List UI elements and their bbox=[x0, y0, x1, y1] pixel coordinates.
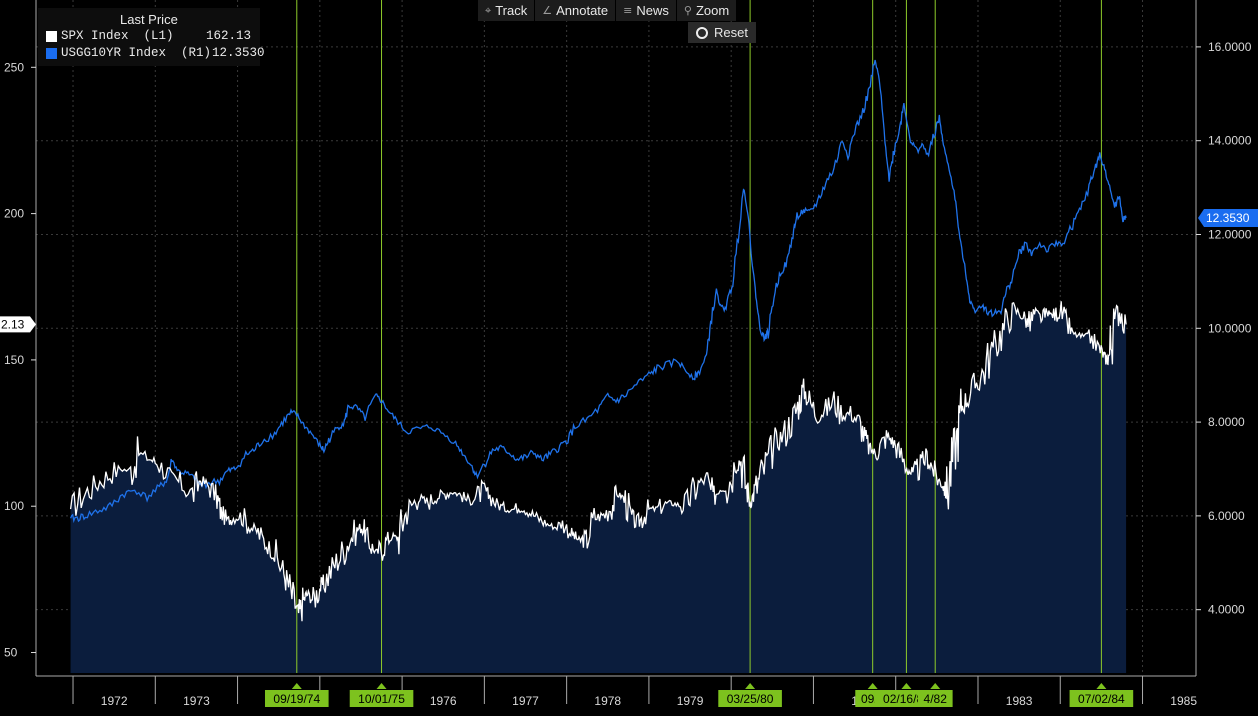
x-tick-label: 1 bbox=[851, 694, 858, 708]
event-badge-label: 10/01/75 bbox=[358, 692, 405, 706]
right-tick-label: 12.0000 bbox=[1208, 227, 1252, 241]
event-badge-arrow bbox=[291, 683, 302, 689]
event-badge[interactable]: 09/19/74 bbox=[264, 683, 329, 707]
radio-icon bbox=[696, 26, 708, 39]
spx-last-tag bbox=[0, 316, 36, 333]
spx-area bbox=[70, 301, 1127, 673]
zoom-button[interactable]: ⚲ Zoom bbox=[676, 0, 738, 21]
event-badge[interactable]: 10/01/75 bbox=[349, 683, 414, 707]
x-tick-label: 1977 bbox=[512, 694, 539, 708]
legend-value-yield: 12.3530 bbox=[212, 46, 265, 60]
event-badge-box bbox=[349, 690, 414, 707]
pencil-icon: ∠ bbox=[542, 4, 553, 17]
legend-item-spx[interactable]: SPX Index (L1) bbox=[46, 29, 174, 43]
right-tick-label: 8.0000 bbox=[1208, 415, 1245, 429]
spx-last-value: 2.13 bbox=[1, 317, 25, 331]
spx-area-fill bbox=[70, 301, 1127, 673]
event-badge-box bbox=[1069, 690, 1134, 707]
event-badge[interactable]: 4/82 bbox=[917, 683, 953, 707]
reset-label: Reset bbox=[714, 25, 748, 40]
event-badge-arrow bbox=[901, 683, 912, 689]
chart-toolbar: ⌖ Track ∠ Annotate ≡ News ⚲ Zoom bbox=[478, 0, 738, 21]
right-tick-label: 10.0000 bbox=[1208, 321, 1252, 335]
event-badge-label: 03/25/80 bbox=[727, 692, 774, 706]
left-tick-label: 150 bbox=[4, 353, 24, 367]
x-axis-band bbox=[0, 674, 1258, 716]
right-tick-label: 16.0000 bbox=[1208, 40, 1252, 54]
yield-last-tag bbox=[1198, 208, 1258, 227]
legend-item-yield[interactable]: USGG10YR Index (R1) bbox=[46, 46, 211, 60]
event-badge-label: 09/19/74 bbox=[273, 692, 320, 706]
news-button[interactable]: ≡ News bbox=[616, 0, 677, 21]
event-badge-box bbox=[264, 690, 329, 707]
track-button[interactable]: ⌖ Track bbox=[478, 0, 536, 21]
left-tick-label: 100 bbox=[4, 499, 24, 513]
annotate-button[interactable]: ∠ Annotate bbox=[535, 0, 617, 21]
left-tick-label: 200 bbox=[4, 207, 24, 221]
x-tick-label: 1972 bbox=[101, 694, 128, 708]
right-tick-label: 14.0000 bbox=[1208, 134, 1252, 148]
event-badge-arrow bbox=[376, 683, 387, 689]
news-label: News bbox=[636, 3, 669, 18]
event-lines bbox=[296, 0, 1102, 673]
event-badge-arrow bbox=[745, 683, 756, 689]
yield-series bbox=[70, 59, 1127, 524]
left-tick-label: 250 bbox=[4, 60, 24, 74]
track-label: Track bbox=[495, 3, 528, 18]
right-tick-label: 4.0000 bbox=[1208, 603, 1245, 617]
spx-line bbox=[69, 301, 1127, 622]
event-badge[interactable]: 03/25/80 bbox=[718, 683, 782, 707]
event-badge-box bbox=[917, 690, 953, 707]
reset-button[interactable]: Reset bbox=[688, 22, 756, 43]
legend-title: Last Price bbox=[120, 12, 178, 27]
legend-swatch-spx bbox=[46, 30, 57, 42]
zoom-label: Zoom bbox=[695, 3, 730, 18]
event-badge-arrow bbox=[867, 683, 878, 689]
legend-label-spx: SPX Index (L1) bbox=[61, 29, 174, 43]
news-icon: ≡ bbox=[623, 4, 633, 17]
event-badges[interactable]: 09/19/74 10/01/75 03/25/80 09/202/16/824/82… bbox=[264, 683, 1134, 707]
magnifier-icon: ⚲ bbox=[683, 4, 692, 17]
annotate-label: Annotate bbox=[556, 3, 609, 18]
yield-line bbox=[70, 59, 1127, 524]
event-badge-label: 4/82 bbox=[924, 692, 948, 706]
x-tick-label: 1976 bbox=[430, 694, 457, 708]
x-tick-label: 1983 bbox=[1006, 694, 1033, 708]
event-badge-arrow bbox=[930, 683, 941, 689]
x-tick-label: 1978 bbox=[594, 694, 621, 708]
left-tick-label: 50 bbox=[4, 646, 18, 660]
legend-swatch-yield bbox=[46, 47, 57, 59]
x-tick-label: 1973 bbox=[183, 694, 210, 708]
x-tick-label: 1979 bbox=[677, 694, 704, 708]
yield-last-value: 12.3530 bbox=[1206, 211, 1250, 225]
legend-value-spx: 162.13 bbox=[206, 29, 252, 43]
crosshair-icon: ⌖ bbox=[485, 3, 492, 17]
event-badge[interactable]: 07/02/84 bbox=[1069, 683, 1134, 707]
legend-label-yield: USGG10YR Index (R1) bbox=[61, 46, 212, 60]
event-badge-box bbox=[718, 690, 782, 707]
x-tick-label: 1985 bbox=[1170, 694, 1197, 708]
legend-panel: Last Price SPX Index (L1) 162.13 USGG10Y… bbox=[38, 8, 265, 66]
right-tick-label: 6.0000 bbox=[1208, 509, 1245, 523]
event-badge-label: 07/02/84 bbox=[1078, 692, 1125, 706]
event-badge-arrow bbox=[1096, 683, 1107, 689]
spx-series bbox=[69, 301, 1127, 622]
